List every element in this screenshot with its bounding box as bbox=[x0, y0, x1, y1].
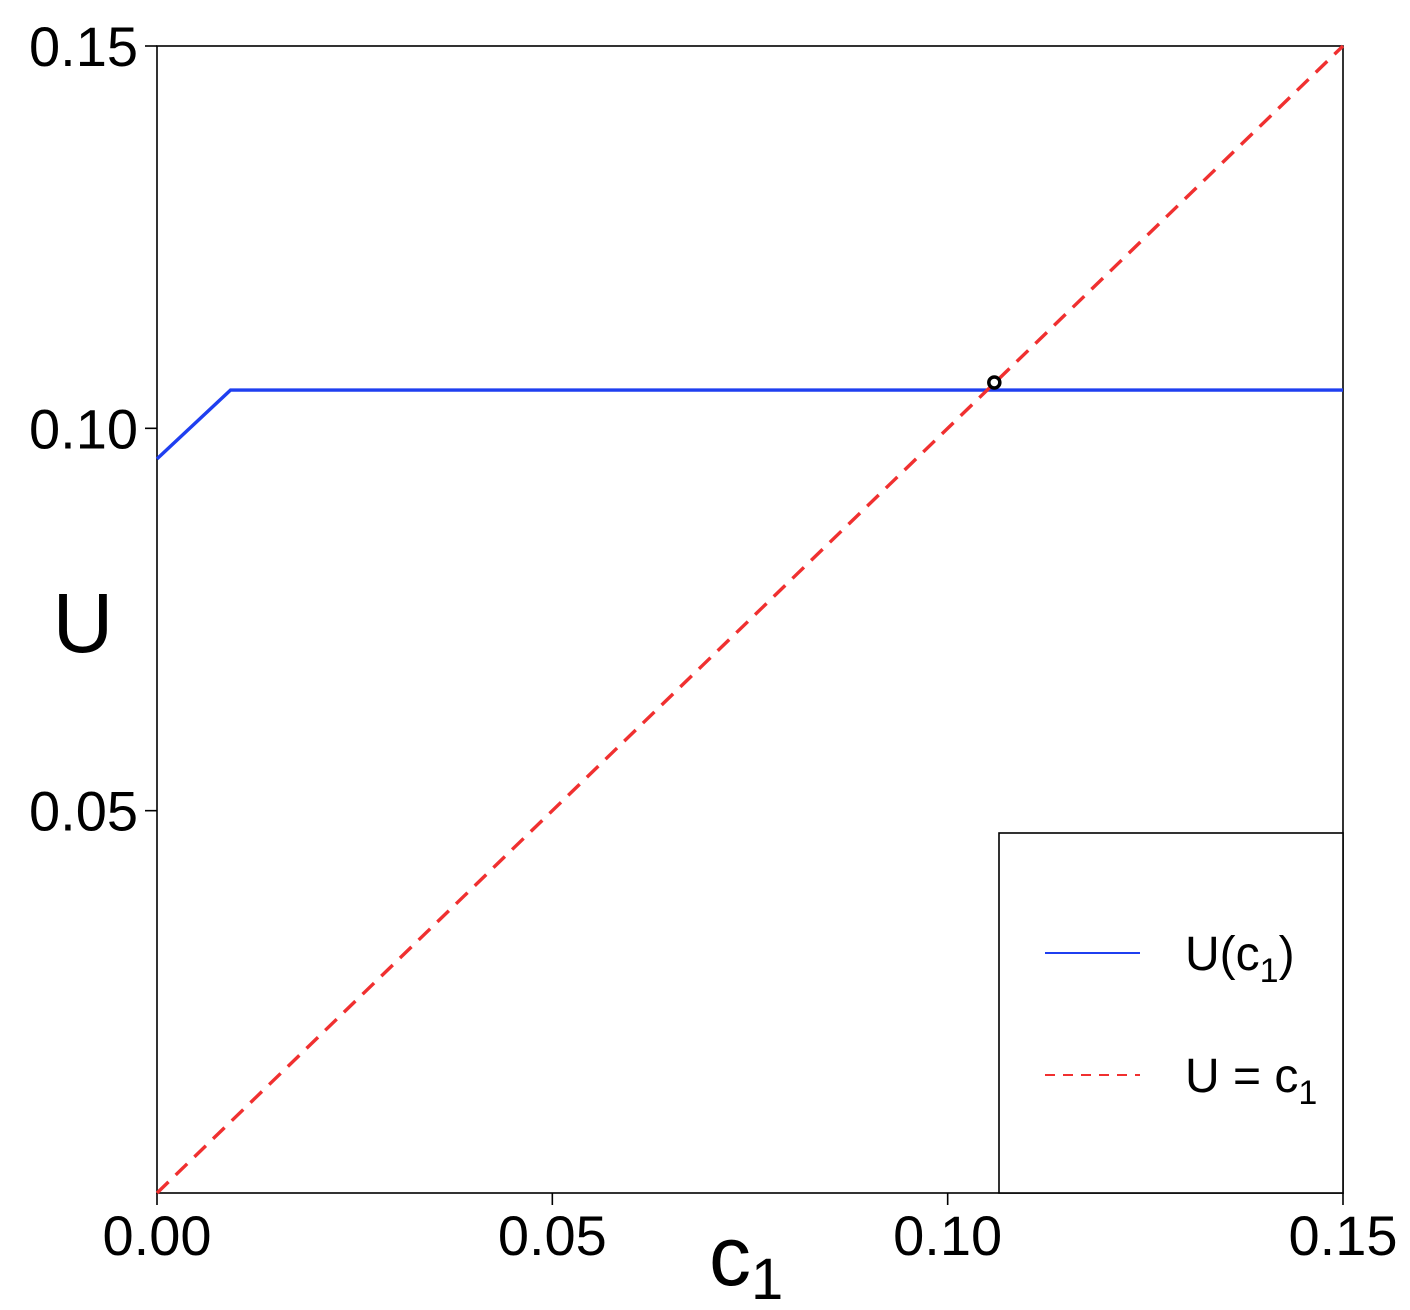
y-axis-title: U bbox=[53, 576, 114, 670]
legend-box bbox=[998, 832, 1344, 1194]
legend-label-1: U(c1) bbox=[1185, 928, 1295, 990]
intersection-marker bbox=[987, 375, 1002, 390]
x-axis-title-subscript: 1 bbox=[751, 1247, 783, 1310]
y-tick-label: 0.05 bbox=[29, 780, 138, 843]
y-tick-label: 0.15 bbox=[29, 15, 138, 78]
x-tick-label: 0.00 bbox=[103, 1204, 212, 1267]
legend: U(c1) U = c1 bbox=[998, 832, 1344, 1194]
x-tick-label: 0.05 bbox=[498, 1204, 607, 1267]
series-line-1 bbox=[155, 388, 1343, 461]
series-line-2 bbox=[155, 44, 1345, 1195]
x-axis-title: c1 bbox=[709, 1209, 783, 1310]
plot-area-frame bbox=[156, 45, 1344, 1194]
x-tick-label: 0.10 bbox=[893, 1204, 1002, 1267]
x-axis: 0.00 0.05 0.10 0.15 bbox=[103, 1193, 1398, 1267]
series-layer bbox=[155, 44, 1345, 1195]
y-axis: 0.05 0.10 0.15 bbox=[29, 15, 157, 843]
marker-layer bbox=[987, 375, 1002, 390]
x-tick-label: 0.15 bbox=[1289, 1204, 1398, 1267]
y-tick-label: 0.10 bbox=[29, 397, 138, 460]
legend-label-2: U = c1 bbox=[1185, 1050, 1317, 1112]
